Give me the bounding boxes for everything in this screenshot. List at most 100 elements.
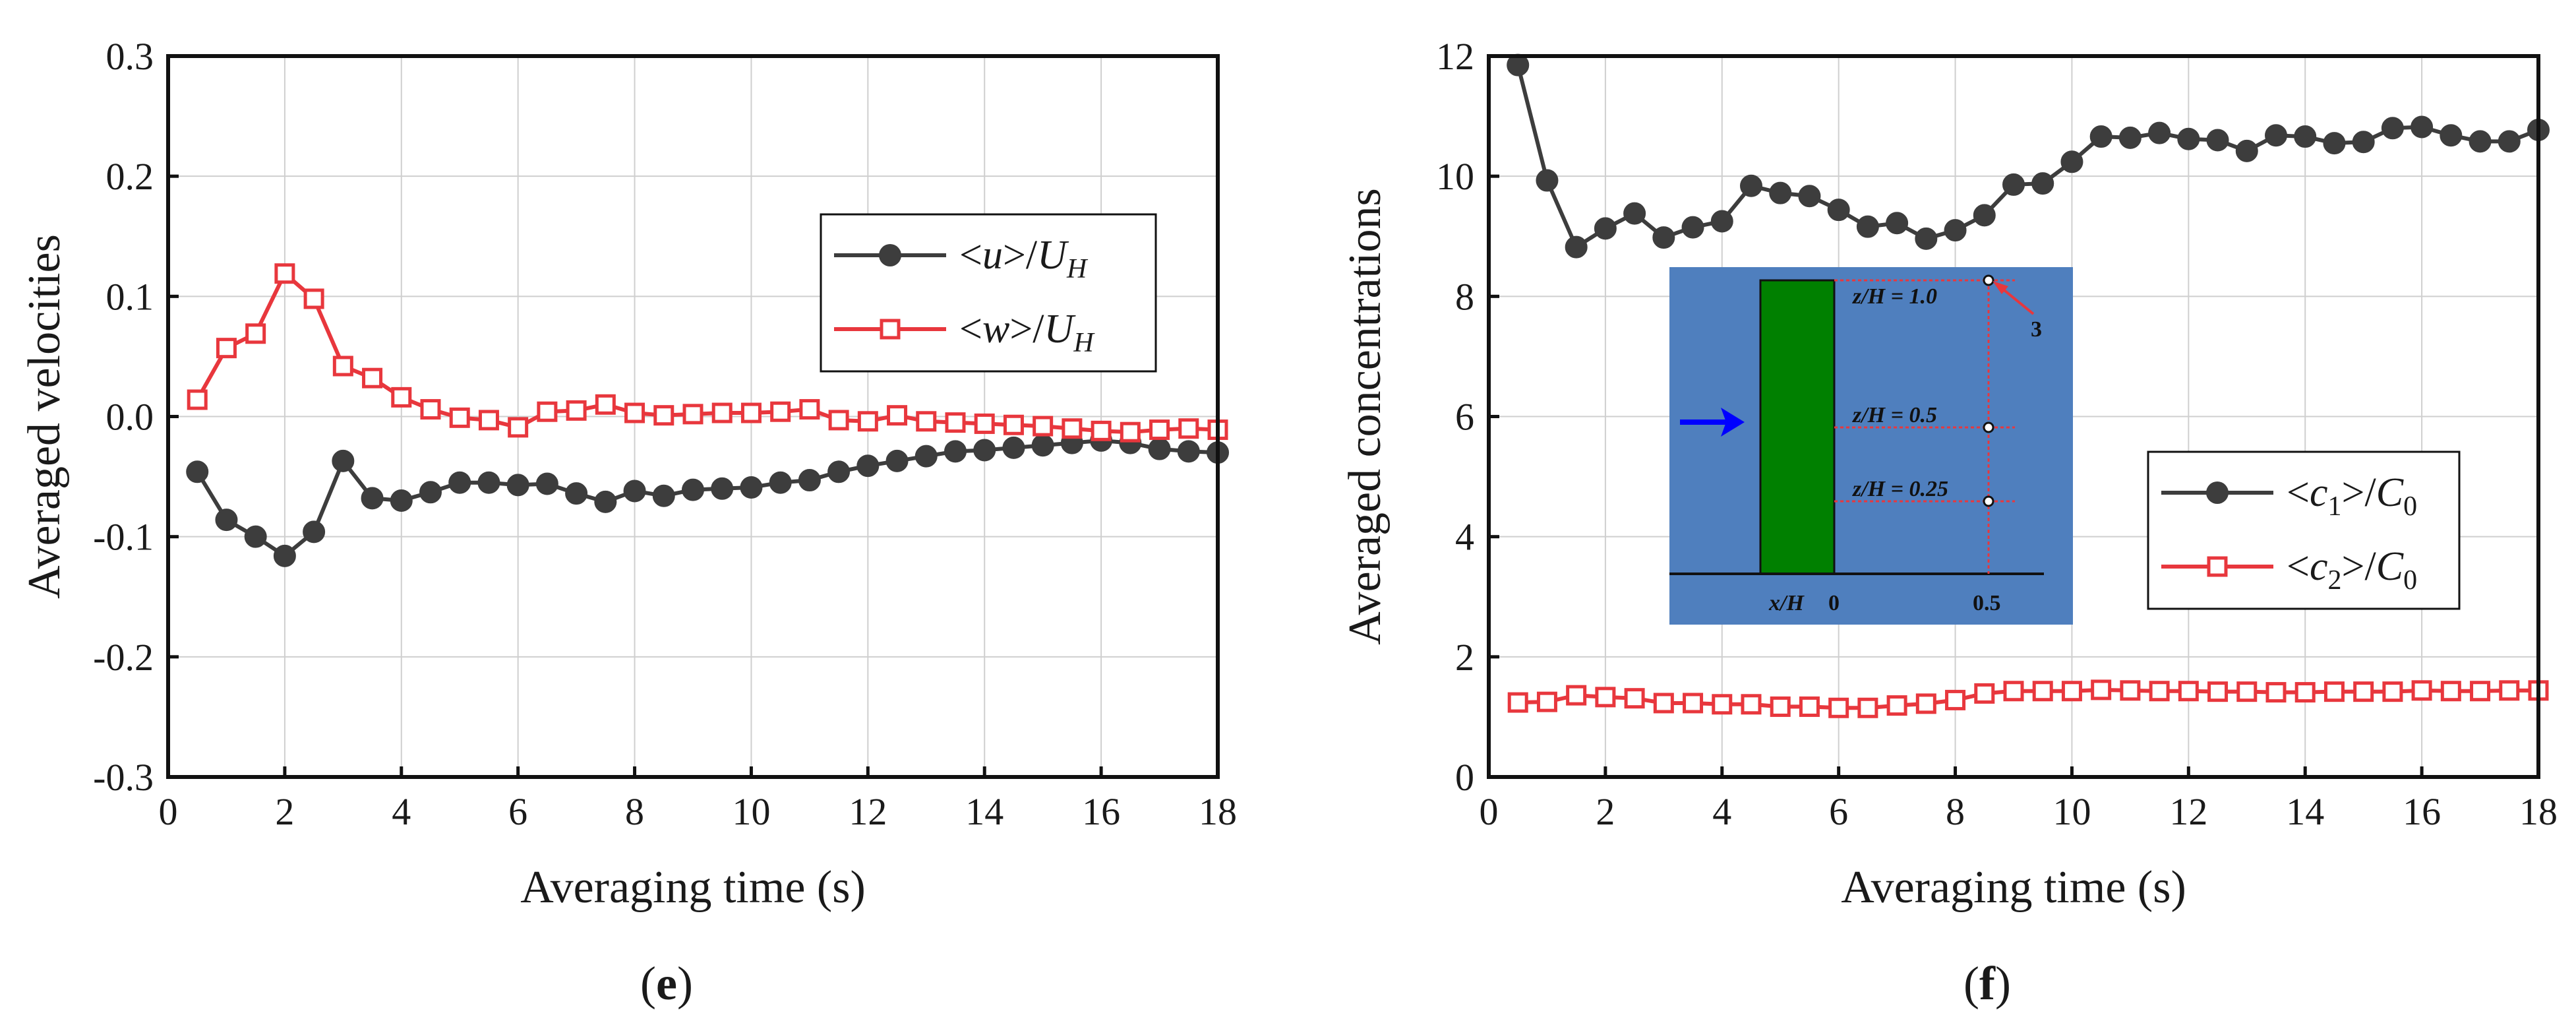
y-tick-label: -0.1 <box>93 516 154 559</box>
data-point-e-0 <box>856 454 880 478</box>
data-point-f-1 <box>2236 681 2258 702</box>
data-point-f-1 <box>1799 696 1820 717</box>
x-tick-label: 8 <box>625 790 644 833</box>
data-point-f-1 <box>2207 681 2229 702</box>
x-tick-label: 10 <box>2052 790 2091 833</box>
data-point-f-0 <box>1944 219 1967 242</box>
data-point-e-0 <box>1031 434 1054 457</box>
data-point-f-0 <box>2060 150 2083 173</box>
x-tick-label: 2 <box>275 790 294 833</box>
data-point-f-0 <box>1536 169 1559 192</box>
data-point-e-1 <box>857 411 878 432</box>
data-point-f-0 <box>2381 117 2404 140</box>
legend-label-w-part: >/ <box>1009 307 1044 352</box>
legend-label-u-part: >/ <box>1003 233 1038 278</box>
data-point-f-0 <box>2294 125 2317 148</box>
y-tick-label: 0.2 <box>106 155 154 198</box>
x-tick-labels-e: 0 2 4 6 8 10 12 14 16 18 <box>159 790 1238 833</box>
legend-label-c2: <c2>/C0 <box>2287 544 2417 596</box>
data-point-f-1 <box>1653 693 1674 714</box>
legend-label-u-part: U <box>1037 233 1069 278</box>
data-point-e-0 <box>682 478 704 501</box>
data-point-f-0 <box>1565 235 1588 259</box>
legend-label-w: <w>/UH <box>959 307 1095 358</box>
data-point-e-1 <box>303 288 324 309</box>
data-point-e-0 <box>332 449 355 472</box>
data-point-f-0 <box>1973 204 1996 227</box>
x-tick-label: 10 <box>732 790 770 833</box>
y-tick-label: 2 <box>1455 636 1474 679</box>
data-point-f-1 <box>1974 683 1995 704</box>
data-point-e-0 <box>798 469 821 492</box>
y-tick-label: 0.1 <box>106 275 154 318</box>
data-point-f-1 <box>1536 691 1557 712</box>
data-point-e-1 <box>945 412 966 433</box>
chart-panel-e: 0 2 4 6 8 10 12 14 16 18 -0.3 -0.2 -0.1 0.0 0.1 0.2 0.3… <box>19 35 1237 1010</box>
data-point-e-0 <box>885 449 909 472</box>
data-point-e-1 <box>245 323 266 344</box>
legend-label-u-part: u <box>982 233 1003 278</box>
y-tick-label: 12 <box>1436 35 1474 78</box>
data-point-e-1 <box>216 338 237 359</box>
data-point-e-0 <box>419 481 442 504</box>
data-point-e-1 <box>537 401 558 422</box>
data-point-f-0 <box>2235 139 2258 162</box>
data-point-e-1 <box>653 405 674 426</box>
data-point-f-0 <box>2031 172 2054 195</box>
data-point-f-1 <box>2382 681 2403 702</box>
data-point-f-0 <box>2148 121 2171 144</box>
data-point-f-0 <box>2089 125 2112 148</box>
data-point-e-0 <box>652 484 675 507</box>
data-point-f-1 <box>2091 679 2112 700</box>
data-point-f-0 <box>1623 202 1646 225</box>
legend-box-f <box>2147 450 2461 610</box>
data-point-f-0 <box>2177 127 2200 150</box>
data-point-e-0 <box>244 525 267 548</box>
y-tick-label: 10 <box>1436 155 1474 198</box>
data-point-e-0 <box>535 472 558 495</box>
data-point-f-1 <box>2149 681 2170 702</box>
data-point-e-0 <box>623 480 646 503</box>
data-point-e-1 <box>682 404 704 425</box>
data-point-e-0 <box>827 460 851 483</box>
data-point-f-1 <box>2440 681 2461 702</box>
data-point-f-0 <box>1856 215 1879 238</box>
x-tick-label: 14 <box>965 790 1003 833</box>
y-tick-label: 6 <box>1455 396 1474 439</box>
data-point-f-1 <box>2294 682 2316 703</box>
panel-label-f-close: ) <box>1995 957 2011 1010</box>
data-point-e-0 <box>594 490 617 513</box>
data-point-e-0 <box>711 477 734 500</box>
data-point-e-0 <box>273 544 296 567</box>
data-point-e-0 <box>303 520 326 543</box>
data-point-e-1 <box>1003 414 1024 435</box>
data-point-f-0 <box>2498 130 2521 153</box>
data-point-e-0 <box>1002 436 1025 459</box>
data-point-f-0 <box>1769 181 1792 204</box>
x-tick-label: 6 <box>1829 790 1848 833</box>
x-axis-title-f: Averaging time (s) <box>1841 862 2186 913</box>
z-level-label-1-0: z/H = 1.0 <box>1852 284 1937 309</box>
legend-label-c1-part: c <box>2310 470 2328 515</box>
y-tick-label: 8 <box>1455 275 1474 318</box>
x-tick-label: 18 <box>2519 790 2558 833</box>
data-point-e-1 <box>1091 420 1112 441</box>
x-tick-label: 2 <box>1596 790 1615 833</box>
point-3-arrow-icon <box>1992 281 2008 294</box>
legend-label-c2-sub: 2 <box>2328 565 2342 596</box>
data-point-f-1 <box>1770 696 1791 717</box>
data-point-e-1 <box>187 389 208 410</box>
probe-point-z-1-0 <box>1983 274 1994 286</box>
data-point-e-1 <box>828 410 849 431</box>
x-half-label: 0.5 <box>1973 591 2001 615</box>
legend-label-w-sub: H <box>1073 328 1095 358</box>
data-point-e-0 <box>1177 440 1200 463</box>
panel-label-e-letter: e <box>656 957 677 1010</box>
x-over-h-label: x/H <box>1768 591 1805 615</box>
data-point-f-0 <box>2411 115 2434 139</box>
data-point-f-0 <box>2352 131 2375 154</box>
legend-label-w-part: < <box>959 307 982 352</box>
data-point-f-1 <box>2499 680 2520 701</box>
legend-label-c2-sub: 0 <box>2403 565 2417 596</box>
